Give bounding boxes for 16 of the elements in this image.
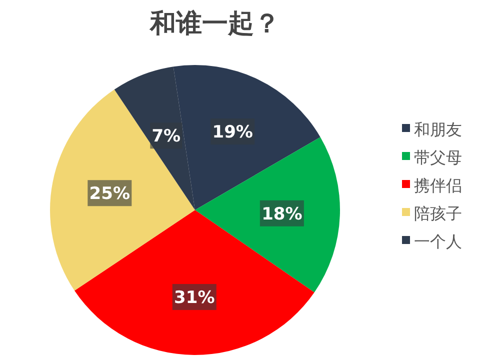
legend-label: 一个人 <box>414 232 462 251</box>
legend-item: 一个人 <box>402 232 462 251</box>
data-label: 18% <box>262 204 302 224</box>
data-label: 31% <box>174 288 215 308</box>
data-label: 7% <box>152 126 181 147</box>
legend-label: 带父母 <box>414 148 462 167</box>
legend-item: 携伴侣 <box>402 176 462 195</box>
legend-item: 陪孩子 <box>402 204 462 223</box>
data-label: 25% <box>89 184 130 204</box>
legend-label: 陪孩子 <box>414 204 462 223</box>
legend-item: 带父母 <box>402 148 462 167</box>
legend-item: 和朋友 <box>402 120 462 139</box>
data-label: 19% <box>212 122 253 143</box>
legend-label: 携伴侣 <box>414 176 462 195</box>
chart-title: 和谁一起？ <box>149 9 280 39</box>
legend-label: 和朋友 <box>414 120 462 139</box>
